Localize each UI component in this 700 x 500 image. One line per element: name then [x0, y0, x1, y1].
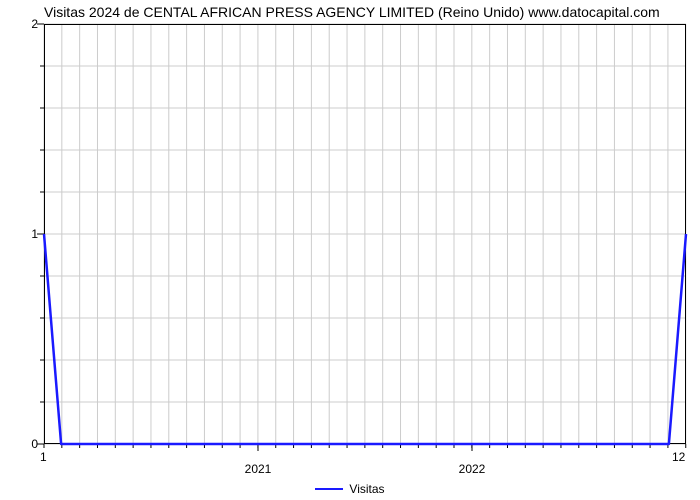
legend-label: Visitas [349, 482, 384, 496]
x-label-start: 1 [40, 450, 47, 464]
chart-title: Visitas 2024 de CENTAL AFRICAN PRESS AGE… [44, 4, 660, 20]
plot-area [44, 24, 686, 444]
chart-container: Visitas 2024 de CENTAL AFRICAN PRESS AGE… [0, 0, 700, 500]
legend-swatch [315, 488, 343, 490]
y-tick-label-1: 1 [14, 227, 38, 241]
y-tick-label-0: 0 [14, 437, 38, 451]
x-label-end: 12 [672, 450, 685, 464]
y-tick-label-2: 2 [14, 17, 38, 31]
x-tick-label-2022: 2022 [459, 462, 486, 476]
legend: Visitas [0, 482, 700, 496]
x-tick-label-2021: 2021 [245, 462, 272, 476]
plot-svg [44, 24, 686, 444]
